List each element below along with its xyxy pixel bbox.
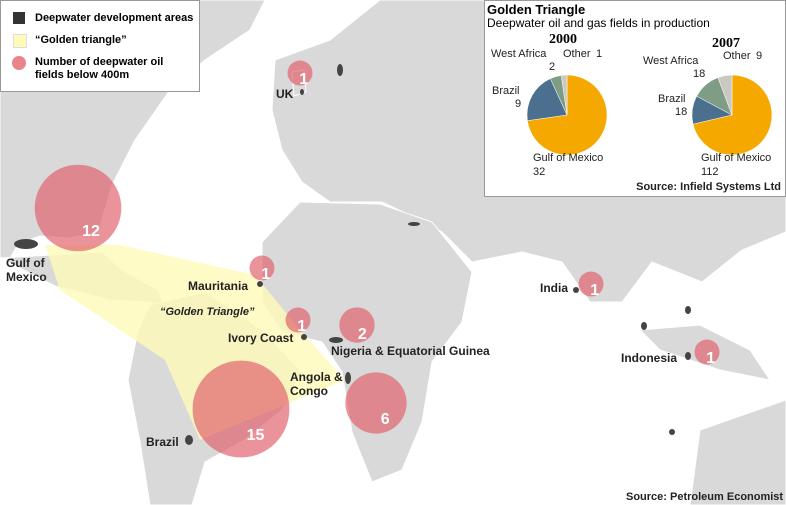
bubble bbox=[345, 372, 407, 434]
bubble-value: 2 bbox=[358, 326, 367, 343]
bubble bbox=[694, 339, 720, 365]
slice-value: 9 bbox=[515, 98, 522, 110]
place-label: UK bbox=[276, 87, 294, 101]
slice-name: West Africa bbox=[491, 48, 547, 60]
deepwater-area bbox=[337, 64, 343, 76]
deepwater-area bbox=[685, 306, 691, 314]
bubble bbox=[34, 164, 122, 252]
place-label: Gulf of Mexico bbox=[6, 256, 47, 284]
place-label: Brazil bbox=[146, 435, 179, 449]
bubble-value: 6 bbox=[381, 411, 390, 428]
pie-slice bbox=[692, 74, 773, 156]
slice-value: 9 bbox=[756, 50, 763, 62]
bubble bbox=[287, 60, 313, 86]
slice-name: Other bbox=[563, 48, 591, 60]
inset: Golden Triangle Deepwater oil and gas fi… bbox=[484, 0, 786, 197]
deepwater-area bbox=[669, 429, 675, 435]
bubble-value: 1 bbox=[706, 350, 715, 367]
bubble bbox=[285, 307, 311, 333]
deepwater-area bbox=[408, 222, 420, 226]
slice-value: 32 bbox=[533, 166, 546, 178]
slice-value: 18 bbox=[675, 106, 688, 118]
deepwater-area bbox=[257, 281, 263, 287]
slice-name: West Africa bbox=[643, 55, 699, 67]
bubble-value: 1 bbox=[297, 318, 306, 335]
place-label: Mauritania bbox=[188, 279, 249, 293]
deepwater-area bbox=[300, 89, 304, 95]
legend-swatch bbox=[13, 12, 25, 24]
legend-item: Number of deepwater oil fields below 400… bbox=[35, 56, 164, 81]
pie-year: 2000 bbox=[549, 32, 577, 47]
slice-name: Brazil bbox=[492, 85, 520, 97]
deepwater-area bbox=[345, 372, 351, 384]
slice-name: Brazil bbox=[658, 93, 686, 105]
slice-value: 1 bbox=[596, 48, 603, 60]
pie-slice bbox=[561, 74, 568, 116]
slice-name: Gulf of Mexico bbox=[701, 152, 772, 164]
inset-source: Source: Infield Systems Ltd bbox=[636, 181, 781, 193]
bubble-value: 1 bbox=[299, 71, 308, 88]
deepwater-areas bbox=[14, 64, 691, 445]
slice-name: Gulf of Mexico bbox=[533, 152, 604, 164]
bubble-value: 1 bbox=[590, 282, 599, 299]
deepwater-area bbox=[641, 322, 647, 330]
legend-swatch bbox=[12, 56, 26, 70]
bubble bbox=[249, 255, 275, 281]
pie-year: 2007 bbox=[712, 36, 740, 51]
deepwater-area bbox=[573, 287, 579, 293]
triangle-label: “Golden Triangle” bbox=[160, 306, 255, 318]
place-label: India bbox=[540, 281, 569, 295]
map-source: Source: Petroleum Economist bbox=[626, 491, 784, 503]
slice-value: 2 bbox=[549, 61, 556, 73]
legend-swatch bbox=[13, 34, 27, 48]
slice-value: 112 bbox=[701, 166, 719, 178]
bubble bbox=[339, 307, 375, 343]
deepwater-area bbox=[14, 239, 38, 249]
place-label: Nigeria & Equatorial Guinea bbox=[331, 344, 490, 358]
bubble-value: 15 bbox=[247, 427, 265, 444]
bubble-value: 1 bbox=[261, 266, 270, 283]
pie-slice bbox=[717, 74, 733, 116]
pie-area bbox=[526, 74, 773, 156]
bubble-value: 12 bbox=[82, 223, 100, 240]
place-label: Ivory Coast bbox=[228, 331, 294, 345]
legend-item: “Golden triangle” bbox=[35, 34, 127, 46]
bubble bbox=[192, 360, 290, 458]
inset-subtitle: Deepwater oil and gas fields in producti… bbox=[487, 16, 710, 30]
place-label: Angola & Congo bbox=[290, 370, 343, 398]
deepwater-area bbox=[185, 435, 193, 445]
bubble bbox=[578, 271, 604, 297]
pie-slice bbox=[526, 78, 568, 121]
slice-value: 18 bbox=[693, 68, 706, 80]
legend-item: Deepwater development areas bbox=[35, 12, 194, 24]
place-label: Indonesia bbox=[621, 351, 678, 365]
deepwater-area bbox=[301, 334, 307, 340]
legend: Deepwater development areas “Golden tria… bbox=[0, 0, 200, 92]
deepwater-area bbox=[329, 337, 343, 343]
slice-name: Other bbox=[723, 50, 751, 62]
deepwater-area bbox=[685, 352, 691, 360]
inset-title: Golden Triangle bbox=[487, 2, 586, 17]
australia bbox=[689, 399, 786, 505]
